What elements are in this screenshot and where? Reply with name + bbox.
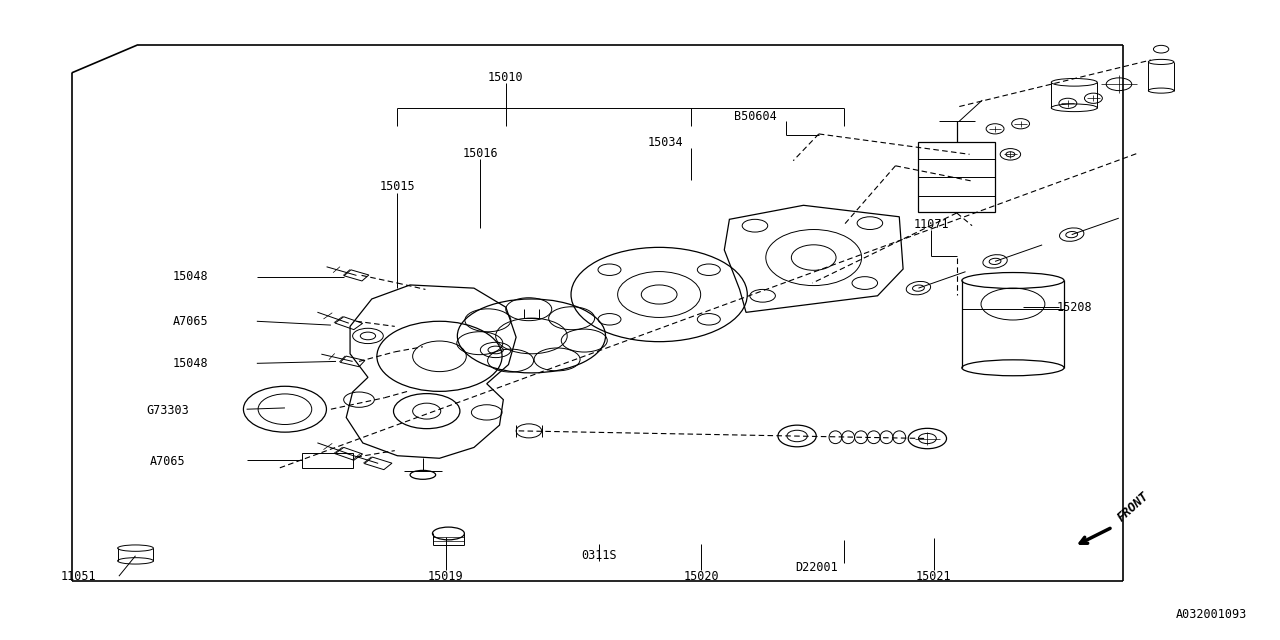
Text: A7065: A7065 [150, 455, 186, 468]
Text: 15019: 15019 [428, 570, 463, 582]
Bar [919, 141, 995, 212]
Text: 15048: 15048 [173, 357, 209, 370]
Text: A032001093: A032001093 [1175, 608, 1247, 621]
Text: D22001: D22001 [795, 561, 837, 573]
Text: 15021: 15021 [916, 570, 951, 582]
Text: 15208: 15208 [1056, 301, 1092, 314]
Text: 15010: 15010 [488, 71, 524, 84]
Text: 11051: 11051 [60, 570, 96, 582]
Text: B50604: B50604 [733, 109, 777, 123]
Text: 15048: 15048 [173, 270, 209, 283]
Bar [302, 452, 352, 468]
Text: 15020: 15020 [684, 570, 719, 582]
Text: 15016: 15016 [462, 147, 498, 159]
Text: A7065: A7065 [173, 315, 209, 328]
Text: 15015: 15015 [379, 180, 415, 193]
Text: 11071: 11071 [914, 218, 948, 231]
Text: 15034: 15034 [648, 136, 684, 149]
Text: G73303: G73303 [146, 404, 189, 417]
Text: FRONT: FRONT [1115, 489, 1152, 524]
Text: 0311S: 0311S [581, 549, 617, 563]
